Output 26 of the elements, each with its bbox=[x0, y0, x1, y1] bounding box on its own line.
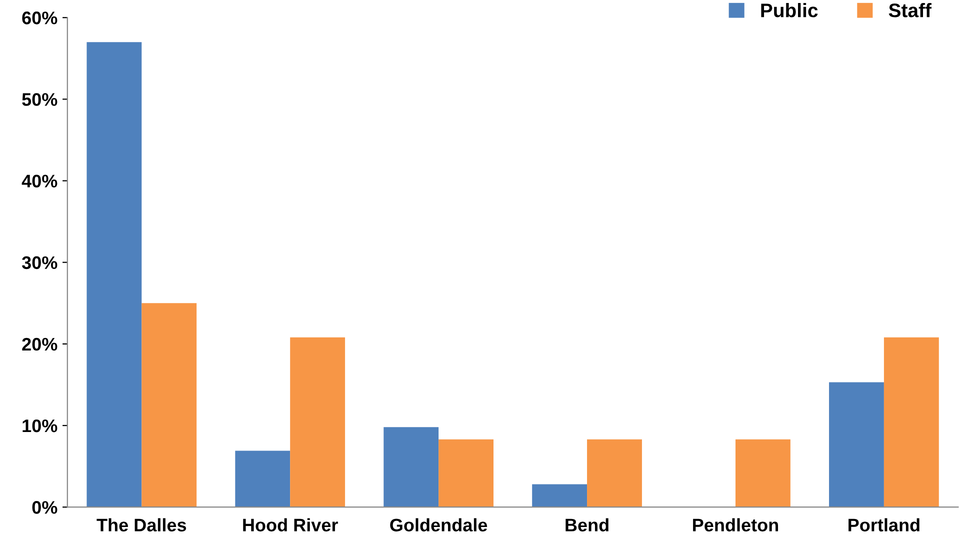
bar bbox=[384, 427, 439, 508]
y-tick-label: 20% bbox=[22, 338, 58, 351]
x-tick-label: Pendleton bbox=[693, 518, 778, 532]
bar bbox=[438, 439, 494, 508]
legend-label: Public bbox=[761, 3, 818, 18]
y-tick-label: 40% bbox=[22, 174, 58, 188]
y-tick-label: 0% bbox=[32, 501, 58, 514]
y-tick-label: 30% bbox=[22, 256, 58, 270]
bar bbox=[532, 484, 588, 508]
bar bbox=[884, 337, 939, 508]
y-tick-label: 10% bbox=[22, 419, 58, 432]
bar bbox=[829, 382, 884, 508]
bar bbox=[735, 439, 790, 508]
y-tick-label: 50% bbox=[22, 93, 58, 106]
legend-label: Staff bbox=[888, 3, 932, 18]
x-tick-label: Goldendale bbox=[390, 518, 488, 532]
x-tick-label: Portland bbox=[848, 518, 920, 532]
x-tick-label: The Dalles bbox=[96, 518, 186, 532]
bar bbox=[142, 303, 197, 508]
bar bbox=[86, 42, 142, 508]
bar bbox=[587, 439, 642, 508]
bar bbox=[235, 450, 290, 508]
y-tick-label: 60% bbox=[22, 12, 58, 24]
bar bbox=[290, 337, 346, 508]
x-tick-label: Hood River bbox=[243, 518, 338, 532]
x-tick-label: Bend bbox=[566, 518, 608, 532]
